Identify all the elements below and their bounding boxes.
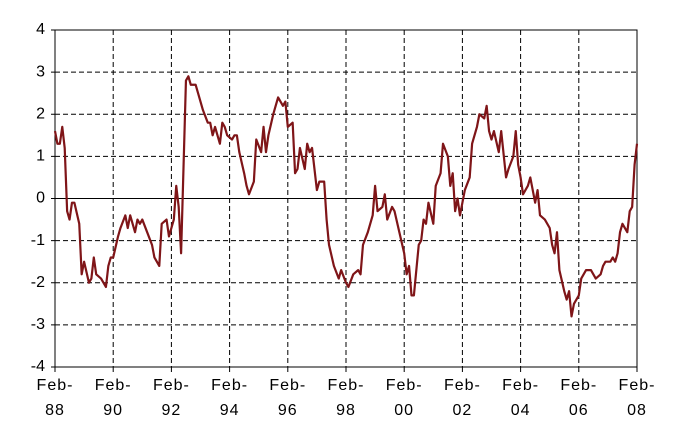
x-tick-label: Feb-06: [560, 377, 598, 419]
y-tick-label: -3: [31, 316, 45, 333]
x-tick-label: Feb-90: [94, 377, 132, 419]
x-tick-label: Feb-02: [443, 377, 481, 419]
x-tick-label: Feb-88: [36, 377, 74, 419]
data-line: [53, 75, 639, 318]
x-tick-label: Feb-96: [269, 377, 307, 419]
x-tick-label: Feb-98: [327, 377, 365, 419]
plot-frame: [54, 29, 638, 368]
y-tick-label: -2: [31, 274, 45, 291]
y-tick-label: 4: [36, 21, 45, 38]
y-tick-label: -4: [31, 358, 45, 375]
x-tick-label: Feb-08: [618, 377, 656, 419]
x-tick-label: Feb-04: [502, 377, 540, 419]
y-tick-label: 1: [36, 148, 45, 165]
x-tick-label: Feb-92: [152, 377, 190, 419]
x-tick-label: Feb-00: [385, 377, 423, 419]
y-tick-label: 0: [36, 190, 45, 207]
y-tick-label: 2: [36, 105, 45, 122]
y-tick-label: 3: [36, 63, 45, 80]
y-tick-label: -1: [31, 232, 45, 249]
x-tick-label: Feb-94: [211, 377, 249, 419]
